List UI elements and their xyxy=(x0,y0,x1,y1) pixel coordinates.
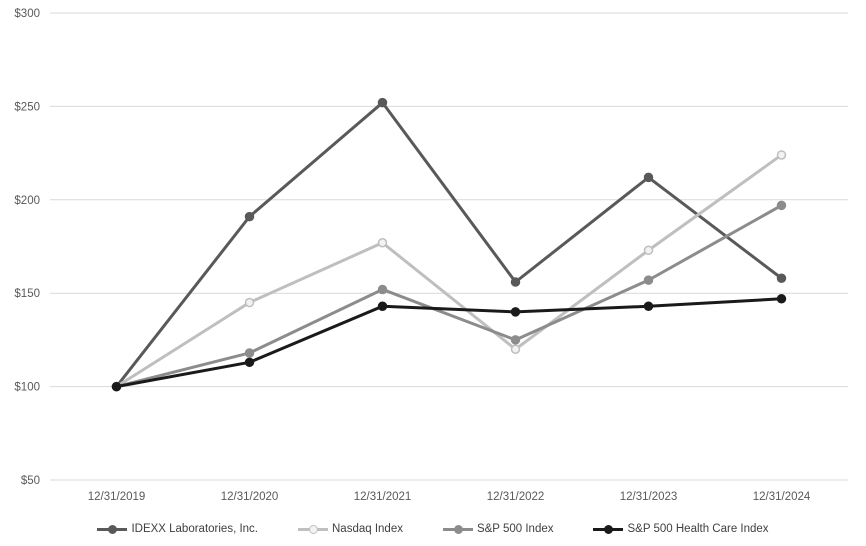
legend-marker-icon xyxy=(97,524,128,534)
x-axis-tick-label: 12/31/2023 xyxy=(620,491,678,503)
chart-legend: IDEXX Laboratories, Inc. Nasdaq Index S&P … xyxy=(0,519,866,539)
legend-marker-icon xyxy=(442,524,473,534)
series-line-s-p-500-health-care-index xyxy=(115,297,783,389)
y-axis-tick-label: $100 xyxy=(14,382,40,394)
chart-plot-area: $50 $100 $150 $200 $250 $300 12/31/2019 12/31/2… xyxy=(14,8,848,503)
legend-dot-swatch xyxy=(309,524,318,534)
legend-dot-swatch xyxy=(108,524,118,534)
series-line-nasdaq-index xyxy=(115,153,783,389)
data-point-marker-s-p-500-index xyxy=(643,275,654,285)
data-point-marker-s-p-500-health-care-index xyxy=(244,357,255,368)
data-point-marker-nasdaq-index xyxy=(776,150,787,160)
x-axis-tick-label: 12/31/2022 xyxy=(487,491,545,503)
x-axis-tick-label: 12/31/2021 xyxy=(354,491,412,503)
data-point-marker-s-p-500-index xyxy=(776,200,787,211)
legend-label: S&P 500 Health Care Index xyxy=(627,523,769,535)
data-point-marker-s-p-500-health-care-index xyxy=(643,301,654,312)
data-point-marker-nasdaq-index xyxy=(643,245,654,255)
series-line-s-p-500-index xyxy=(115,203,783,389)
y-axis-tick-label: $200 xyxy=(14,195,40,207)
legend-item-idexx-laboratories-inc: IDEXX Laboratories, Inc. xyxy=(97,523,258,535)
data-point-marker-idexx-laboratories-inc xyxy=(776,273,787,284)
legend-marker-icon xyxy=(298,524,328,534)
data-point-marker-idexx-laboratories-inc xyxy=(377,97,388,108)
data-point-marker-s-p-500-health-care-index xyxy=(510,307,521,317)
y-axis-tick-label: $50 xyxy=(21,475,40,487)
data-point-marker-idexx-laboratories-inc xyxy=(510,277,521,287)
data-point-marker-idexx-laboratories-inc xyxy=(643,172,654,183)
legend-dot-swatch xyxy=(604,524,614,534)
legend-marker-icon xyxy=(593,524,624,534)
y-axis-tick-label: $300 xyxy=(14,8,40,20)
legend-item-s-p-500-index: S&P 500 Index xyxy=(442,523,554,535)
series-line-idexx-laboratories-inc xyxy=(115,101,783,389)
data-point-marker-s-p-500-health-care-index xyxy=(111,381,122,392)
legend-label: IDEXX Laboratories, Inc. xyxy=(131,523,258,535)
data-point-marker-s-p-500-index xyxy=(244,348,255,358)
legend-dot-swatch xyxy=(453,524,463,534)
legend-label: S&P 500 Index xyxy=(476,523,554,535)
data-point-marker-nasdaq-index xyxy=(377,238,388,248)
data-point-marker-s-p-500-health-care-index xyxy=(377,301,388,312)
data-point-marker-s-p-500-index xyxy=(377,284,388,295)
data-point-marker-idexx-laboratories-inc xyxy=(244,211,255,222)
x-axis-tick-label: 12/31/2019 xyxy=(88,491,146,503)
legend-item-nasdaq-index: Nasdaq Index xyxy=(298,523,403,535)
legend-label: Nasdaq Index xyxy=(332,523,403,535)
data-point-marker-nasdaq-index xyxy=(510,344,521,354)
x-axis-tick-label: 12/31/2020 xyxy=(221,491,279,503)
data-point-marker-s-p-500-health-care-index xyxy=(776,294,787,304)
legend-item-s-p-500-health-care-index: S&P 500 Health Care Index xyxy=(593,523,769,535)
y-axis-tick-label: $150 xyxy=(14,288,40,300)
x-axis-tick-label: 12/31/2024 xyxy=(753,491,811,503)
data-point-marker-s-p-500-index xyxy=(510,335,521,345)
y-axis-tick-label: $250 xyxy=(14,101,40,113)
data-point-marker-nasdaq-index xyxy=(244,297,255,308)
